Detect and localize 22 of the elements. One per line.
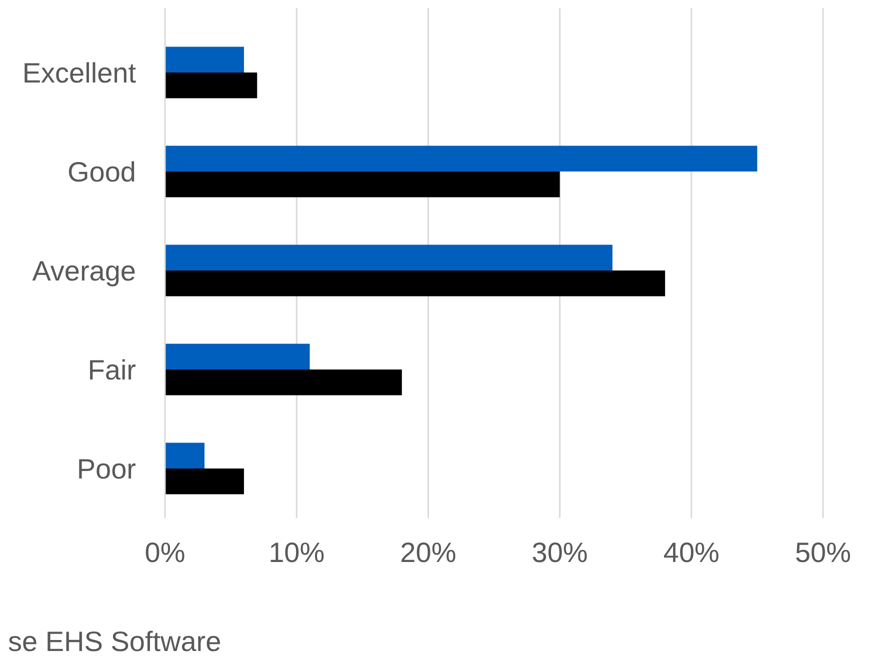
x-tick-label: 30% [532,537,588,568]
bar [165,244,612,270]
x-tick-label: 10% [268,537,325,568]
bar [165,370,402,396]
y-tick-label: Poor [76,454,136,484]
x-tick-label: 50% [794,537,852,568]
x-tick-label: 40% [663,537,720,568]
bar [165,344,310,370]
bar [165,72,258,98]
y-tick-label: Excellent [22,58,136,88]
bar [165,270,666,296]
bar [165,146,758,172]
y-tick-label: Average [32,256,136,286]
bar [165,468,244,494]
text: se EHS Software [8,626,222,657]
bar [165,442,204,468]
x-tick-label: 0% [144,537,186,568]
y-tick-label: Fair [88,354,136,386]
bar [165,172,560,198]
y-tick-label: Good [68,156,136,188]
bar [165,46,244,72]
x-tick-label: 20% [400,537,456,568]
